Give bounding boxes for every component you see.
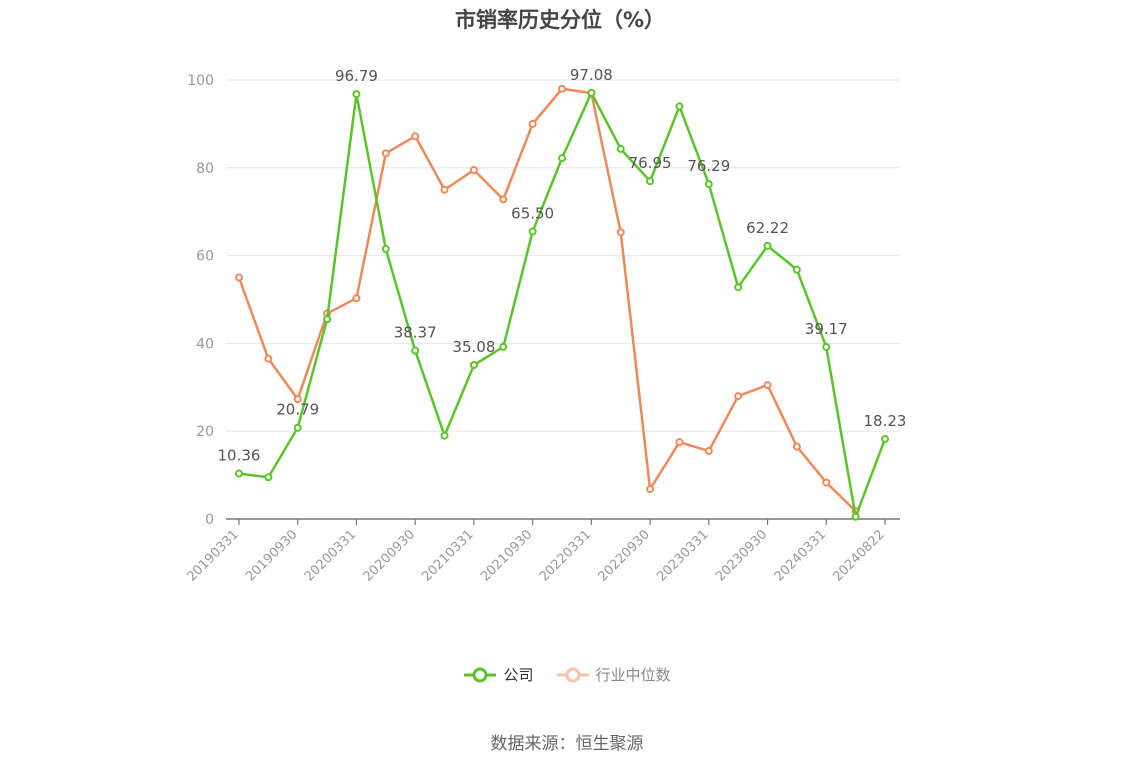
data-label: 39.17 [805, 320, 848, 338]
data-point [235, 469, 243, 478]
x-tick-label: 20210331 [419, 527, 476, 584]
data-point [264, 473, 273, 482]
data-label: 38.37 [394, 324, 437, 342]
data-label: 76.95 [629, 154, 672, 172]
data-point [323, 315, 332, 324]
y-tick-label: 80 [196, 161, 214, 177]
data-point [616, 144, 625, 153]
legend-item-industry-median[interactable]: 行业中位数 [556, 664, 671, 685]
grid-lines [226, 79, 900, 432]
y-tick-label: 40 [196, 336, 214, 352]
data-point [352, 294, 361, 303]
x-tick-label: 20200930 [361, 527, 418, 584]
data-point [235, 273, 243, 282]
data-label: 65.50 [511, 204, 554, 222]
chart-title: 市销率历史分位（%） [454, 8, 666, 32]
x-tick-label: 20230331 [654, 527, 711, 584]
data-label: 35.08 [452, 338, 495, 356]
x-tick-label: 20200331 [302, 527, 359, 584]
data-point [763, 241, 772, 250]
x-tick-label: 20190331 [184, 527, 241, 584]
data-point [469, 165, 478, 174]
data-point [792, 442, 801, 451]
data-label: 10.36 [218, 447, 261, 465]
data-label: 97.08 [570, 66, 613, 84]
data-label: 20.79 [276, 401, 319, 419]
data-point [675, 102, 684, 111]
data-point [734, 392, 743, 401]
x-tick-label: 20190930 [243, 527, 300, 584]
data-point [704, 180, 713, 189]
y-tick-label: 60 [196, 249, 214, 265]
y-tick-label: 100 [187, 73, 214, 89]
data-label: 18.23 [864, 412, 907, 430]
legend: 公司 行业中位数 [0, 664, 1134, 685]
data-point [558, 154, 566, 163]
legend-marker-icon [556, 667, 589, 682]
data-point [646, 485, 655, 494]
y-tick-label: 0 [205, 512, 214, 528]
data-point [352, 90, 361, 99]
data-point [528, 227, 537, 236]
x-tick-label: 20240822 [830, 527, 887, 584]
data-point [851, 512, 860, 521]
legend-item-company[interactable]: 公司 [463, 664, 534, 685]
series-line [237, 87, 857, 512]
data-point [646, 177, 655, 186]
data-point [440, 185, 449, 194]
data-point [499, 342, 508, 351]
data-point [558, 84, 566, 93]
data-point [881, 434, 889, 443]
data-point [411, 346, 420, 355]
data-point [469, 360, 478, 369]
data-point [675, 438, 684, 447]
data-point [763, 381, 772, 390]
legend-label: 行业中位数 [595, 666, 671, 684]
data-point [616, 228, 625, 237]
data-point [499, 195, 508, 204]
data-point [528, 119, 537, 128]
data-point [381, 149, 390, 158]
data-label: 96.79 [335, 67, 378, 85]
x-tick-label: 20220930 [596, 527, 653, 584]
data-point [587, 88, 596, 97]
x-tick-label: 20220331 [537, 527, 594, 584]
x-tick-label: 20230930 [713, 527, 770, 584]
series-lines [235, 84, 889, 521]
y-tick-label: 20 [196, 424, 214, 440]
x-tick-label: 20240331 [772, 527, 829, 584]
data-point [792, 265, 801, 274]
data-point [293, 395, 302, 404]
data-labels: 10.36 20.79 96.79 38.37 35.08 65.50 97.08 76.95… [218, 66, 907, 465]
data-point [822, 478, 831, 487]
x-tick-label: 20210930 [478, 527, 535, 584]
data-point [440, 431, 449, 440]
data-point [264, 354, 273, 363]
legend-marker-icon [464, 667, 497, 682]
axes: 0 20 40 60 80 100 20190331 20190930 20200331 2020… [184, 73, 900, 585]
data-source-note: 数据来源：恒生聚源 [490, 734, 644, 754]
legend-label: 公司 [503, 666, 534, 684]
data-point [381, 245, 390, 254]
data-point [734, 283, 743, 292]
data-point [704, 446, 713, 455]
data-point [293, 423, 302, 432]
data-label: 76.29 [687, 157, 730, 175]
data-point [822, 343, 831, 352]
data-label: 62.22 [746, 219, 789, 237]
data-point [411, 132, 420, 141]
